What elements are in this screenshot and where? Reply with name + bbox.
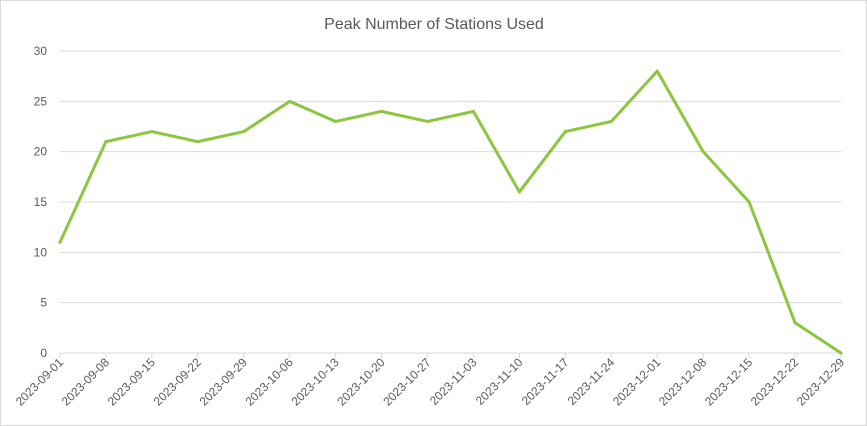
data-point bbox=[701, 150, 705, 154]
chart-title: Peak Number of Stations Used bbox=[324, 16, 544, 33]
x-axis-ticks: 2023-09-012023-09-082023-09-152023-09-22… bbox=[13, 353, 848, 409]
data-point bbox=[58, 240, 62, 244]
data-point bbox=[839, 351, 843, 355]
x-tick-label: 2023-09-08 bbox=[59, 355, 113, 409]
data-point bbox=[655, 69, 659, 73]
y-tick-label: 30 bbox=[34, 44, 48, 58]
x-tick-label: 2023-12-15 bbox=[702, 355, 756, 409]
data-point bbox=[380, 109, 384, 113]
series-line bbox=[58, 69, 843, 355]
data-point bbox=[517, 190, 521, 194]
data-point bbox=[793, 321, 797, 325]
x-tick-label: 2023-10-06 bbox=[243, 355, 297, 409]
x-tick-label: 2023-12-01 bbox=[610, 355, 664, 409]
x-tick-label: 2023-09-01 bbox=[13, 355, 67, 409]
data-point bbox=[196, 140, 200, 144]
x-tick-label: 2023-11-10 bbox=[473, 355, 526, 408]
y-tick-label: 20 bbox=[34, 145, 48, 159]
x-tick-label: 2023-11-17 bbox=[519, 355, 572, 408]
x-tick-label: 2023-10-20 bbox=[334, 355, 388, 409]
x-tick-label: 2023-12-29 bbox=[794, 355, 848, 409]
data-point bbox=[288, 99, 292, 103]
series-layer bbox=[58, 69, 843, 355]
y-tick-label: 15 bbox=[34, 195, 48, 209]
x-tick-label: 2023-11-24 bbox=[565, 355, 618, 408]
data-point bbox=[747, 200, 751, 204]
x-tick-label: 2023-11-03 bbox=[427, 355, 480, 408]
x-tick-label: 2023-09-15 bbox=[105, 355, 159, 409]
y-tick-label: 0 bbox=[40, 346, 47, 360]
data-point bbox=[563, 130, 567, 134]
y-tick-label: 25 bbox=[34, 94, 48, 108]
gridlines bbox=[60, 50, 841, 354]
data-point bbox=[609, 119, 613, 123]
data-point bbox=[334, 119, 338, 123]
y-axis-ticks: 0 5 10 15 20 25 30 bbox=[34, 44, 48, 360]
x-tick-label: 2023-10-13 bbox=[288, 355, 342, 409]
x-tick-label: 2023-09-22 bbox=[151, 355, 205, 409]
x-tick-label: 2023-10-27 bbox=[380, 355, 434, 409]
data-point bbox=[242, 130, 246, 134]
x-tick-label: 2023-09-29 bbox=[197, 355, 251, 409]
x-tick-label: 2023-12-22 bbox=[748, 355, 802, 409]
data-point bbox=[150, 130, 154, 134]
data-point bbox=[104, 140, 108, 144]
y-tick-label: 5 bbox=[40, 296, 47, 310]
x-tick-label: 2023-12-08 bbox=[656, 355, 710, 409]
y-tick-label: 10 bbox=[34, 245, 48, 259]
data-point bbox=[426, 119, 430, 123]
data-point bbox=[471, 109, 475, 113]
